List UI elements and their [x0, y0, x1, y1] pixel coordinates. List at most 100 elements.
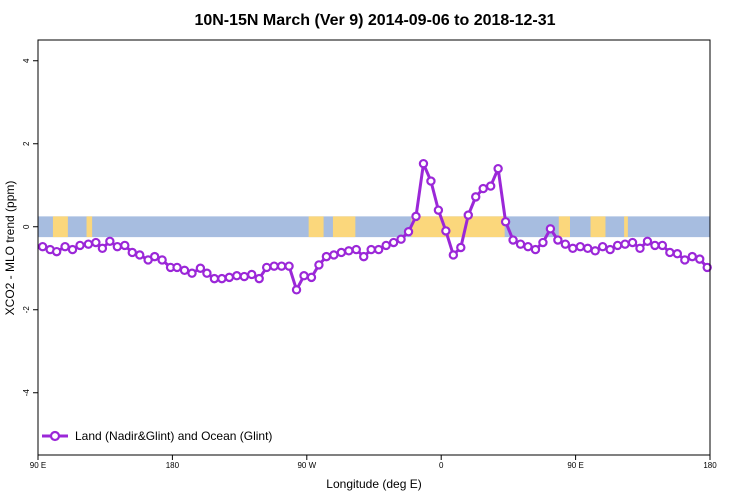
- data-point: [91, 237, 101, 248]
- data-point: [127, 247, 137, 258]
- data-point: [657, 240, 668, 251]
- legend-point-marker: [49, 430, 61, 442]
- data-point: [463, 210, 473, 220]
- data-point: [672, 249, 683, 259]
- data-point: [37, 241, 48, 252]
- data-point: [202, 268, 212, 278]
- data-point: [456, 242, 466, 253]
- data-point: [195, 263, 206, 273]
- data-point: [478, 183, 488, 194]
- data-point: [612, 240, 623, 251]
- data-point: [366, 244, 376, 255]
- land-band-segment: [411, 216, 505, 238]
- band-layer: [38, 216, 710, 238]
- data-point: [523, 241, 533, 252]
- data-point: [172, 262, 182, 273]
- data-point: [508, 235, 518, 245]
- data-point: [426, 176, 436, 186]
- plot-frame: [37, 39, 711, 456]
- data-point: [351, 244, 361, 255]
- data-point: [635, 243, 645, 254]
- x-tick-label: 180: [166, 461, 180, 470]
- series-layer: [37, 158, 712, 295]
- axes-layer: 90 E 180 90 W 0 90 E 180 4 2 0 -2 -4: [22, 58, 717, 470]
- x-tick-label: 0: [439, 461, 444, 470]
- data-point: [321, 251, 332, 262]
- data-point: [687, 251, 697, 262]
- data-point: [403, 227, 414, 237]
- data-point: [627, 237, 638, 248]
- y-tick-label: 2: [22, 141, 31, 146]
- data-point: [418, 158, 429, 169]
- land-band-segment: [558, 216, 570, 238]
- data-point: [83, 239, 94, 249]
- data-point: [239, 271, 249, 282]
- data-point: [448, 250, 459, 260]
- y-tick-label: 4: [22, 58, 31, 63]
- data-point: [590, 246, 600, 256]
- data-point: [575, 241, 585, 252]
- data-point: [261, 262, 272, 273]
- x-tick-label: 90 E: [30, 461, 46, 470]
- data-point: [217, 273, 227, 284]
- data-point: [157, 255, 167, 265]
- data-point: [568, 243, 578, 254]
- data-point: [105, 236, 115, 246]
- data-point: [299, 271, 309, 281]
- x-axis-label: Longitude (deg E): [326, 477, 421, 491]
- y-tick-label: -2: [22, 306, 31, 314]
- land-band-segment: [332, 216, 356, 238]
- data-point: [605, 244, 615, 255]
- data-point: [500, 217, 511, 227]
- data-point: [530, 244, 541, 255]
- data-point: [373, 244, 384, 255]
- data-point: [381, 240, 391, 251]
- data-point: [493, 163, 503, 174]
- land-band-segment: [590, 216, 606, 238]
- data-point: [665, 247, 675, 258]
- data-point: [560, 239, 571, 249]
- data-point: [695, 254, 705, 264]
- data-point: [650, 240, 660, 251]
- data-point: [680, 255, 690, 265]
- x-tick-label: 180: [703, 461, 717, 470]
- data-point: [553, 235, 563, 245]
- x-tick-label: 90 W: [297, 461, 316, 470]
- y-tick-label: 0: [22, 224, 31, 229]
- data-point: [396, 234, 406, 244]
- legend-label: Land (Nadir&Glint) and Ocean (Glint): [75, 429, 272, 443]
- data-point: [471, 192, 481, 202]
- data-point: [485, 181, 496, 191]
- data-point: [441, 226, 451, 236]
- y-axis-label: XCO2 - MLO trend (ppm): [3, 181, 17, 316]
- data-point: [120, 240, 130, 251]
- data-point: [538, 237, 548, 248]
- data-point: [269, 261, 279, 271]
- data-point: [620, 239, 630, 249]
- data-point: [224, 272, 235, 283]
- data-point: [284, 261, 294, 271]
- y-tick-label: -4: [22, 389, 31, 397]
- data-point: [359, 251, 369, 262]
- land-band-segment: [86, 216, 93, 238]
- data-point: [545, 224, 556, 234]
- data-point: [112, 241, 123, 252]
- data-point: [209, 273, 220, 284]
- data-point: [433, 205, 444, 215]
- data-point: [515, 239, 526, 249]
- legend: Land (Nadir&Glint) and Ocean (Glint): [42, 429, 272, 443]
- data-point: [97, 243, 108, 254]
- data-point: [232, 271, 242, 281]
- data-point: [187, 268, 197, 278]
- data-point: [583, 243, 593, 254]
- data-point: [344, 246, 354, 256]
- data-point: [75, 240, 85, 251]
- data-point: [291, 285, 302, 295]
- data-point: [60, 241, 70, 252]
- data-point: [336, 247, 347, 258]
- data-point: [329, 250, 339, 260]
- x-tick-label: 90 E: [567, 461, 583, 470]
- data-point: [67, 244, 78, 255]
- ocean-band: [38, 216, 710, 238]
